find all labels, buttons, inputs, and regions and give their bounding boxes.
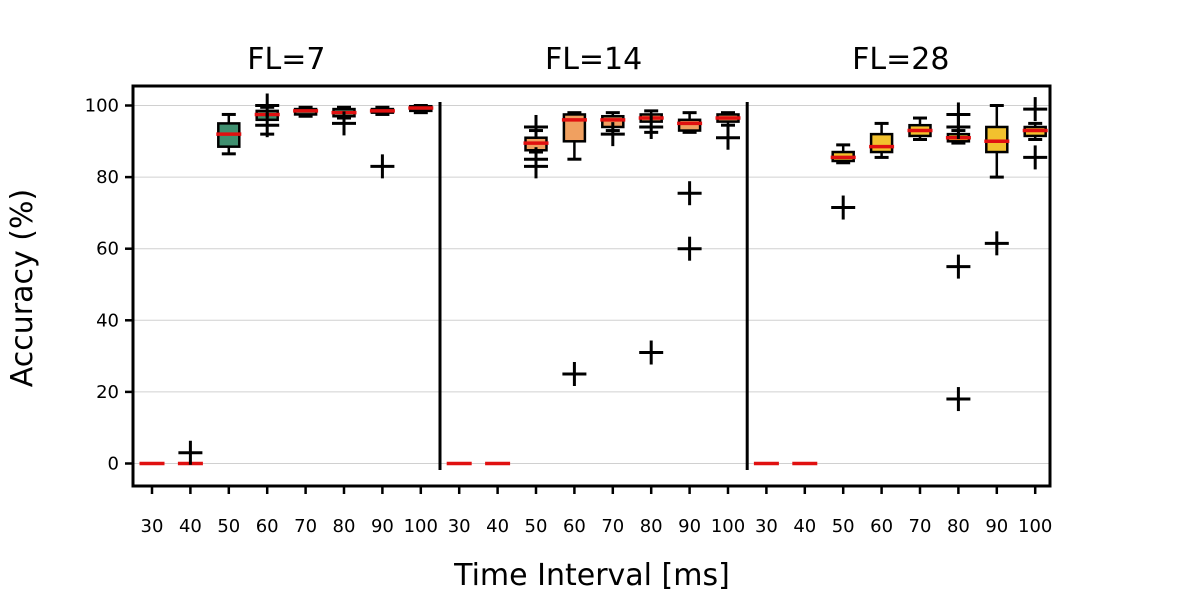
x-tick-label: 90 <box>985 516 1008 537</box>
y-tick-label: 100 <box>85 96 119 117</box>
x-tick-label: 70 <box>294 516 317 537</box>
plot-frame <box>131 84 1052 488</box>
box-FL=7-90 <box>369 105 395 179</box>
box-FL=14-90 <box>677 111 703 261</box>
panel-title: FL=28 <box>852 42 949 77</box>
box-FL=7-60 <box>254 93 280 138</box>
box-FL=7-70 <box>293 105 319 118</box>
x-tick-label: 100 <box>711 516 745 537</box>
x-tick-label: 50 <box>832 516 855 537</box>
grid-lines <box>133 105 1050 464</box>
x-tick-label: 30 <box>141 516 164 537</box>
x-tick-label: 30 <box>448 516 471 537</box>
x-tick-label: 60 <box>563 516 586 537</box>
panel-title: FL=7 <box>247 42 325 77</box>
x-tick-label: 40 <box>486 516 509 537</box>
box-FL=28-100 <box>1022 97 1048 170</box>
x-tick-label: 100 <box>404 516 438 537</box>
box-series <box>139 93 1048 466</box>
x-axis-ticks: 30 40 50 60 70 80 90 100 30 40 50 60 70 80 90 100 30 40 50… <box>141 486 1052 537</box>
y-tick-label: 0 <box>108 454 119 475</box>
box <box>869 132 894 154</box>
y-axis-label: Accuracy (%) <box>5 189 40 387</box>
x-tick-label: 70 <box>909 516 932 537</box>
box-FL=14-60 <box>561 111 587 386</box>
x-tick-label: 40 <box>179 516 202 537</box>
box-FL=7-80 <box>331 105 357 136</box>
box <box>985 125 1009 154</box>
box <box>677 118 702 132</box>
y-tick-label: 80 <box>96 167 119 188</box>
y-tick-label: 40 <box>96 310 119 331</box>
x-tick-label: 80 <box>947 516 970 537</box>
box-FL=14-50 <box>523 114 549 179</box>
y-tick-label: 20 <box>96 382 119 403</box>
x-tick-label: 80 <box>640 516 663 537</box>
x-tick-label: 40 <box>793 516 816 537</box>
box-FL=28-50 <box>830 143 856 220</box>
box-FL=28-80 <box>945 102 971 412</box>
box-FL=7-40 <box>177 440 203 466</box>
x-tick-label: 60 <box>870 516 893 537</box>
x-tick-label: 90 <box>371 516 394 537</box>
box-FL=28-70 <box>907 116 933 142</box>
box-FL=14-100 <box>715 111 741 150</box>
x-tick-label: 90 <box>678 516 701 537</box>
panel-titles: FL=7 FL=14 FL=28 <box>247 42 949 77</box>
x-tick-label: 60 <box>256 516 279 537</box>
box-FL=7-100 <box>408 104 434 115</box>
x-tick-label: 30 <box>755 516 778 537</box>
x-tick-label: 70 <box>601 516 624 537</box>
x-tick-label: 100 <box>1018 516 1052 537</box>
x-axis-label: Time Interval [ms] <box>453 558 730 593</box>
y-axis-ticks: 0 20 40 60 80 100 <box>85 96 133 475</box>
box-FL=7-50 <box>216 112 242 156</box>
panel-title: FL=14 <box>545 42 642 77</box>
box-FL=28-90 <box>984 104 1010 256</box>
box-FL=14-70 <box>600 111 626 147</box>
box-FL=14-80 <box>638 109 664 365</box>
box-FL=28-60 <box>869 121 895 159</box>
x-tick-label: 50 <box>525 516 548 537</box>
panel-separators <box>438 102 749 470</box>
x-tick-label: 80 <box>333 516 356 537</box>
y-tick-label: 60 <box>96 239 119 260</box>
x-tick-label: 50 <box>217 516 240 537</box>
